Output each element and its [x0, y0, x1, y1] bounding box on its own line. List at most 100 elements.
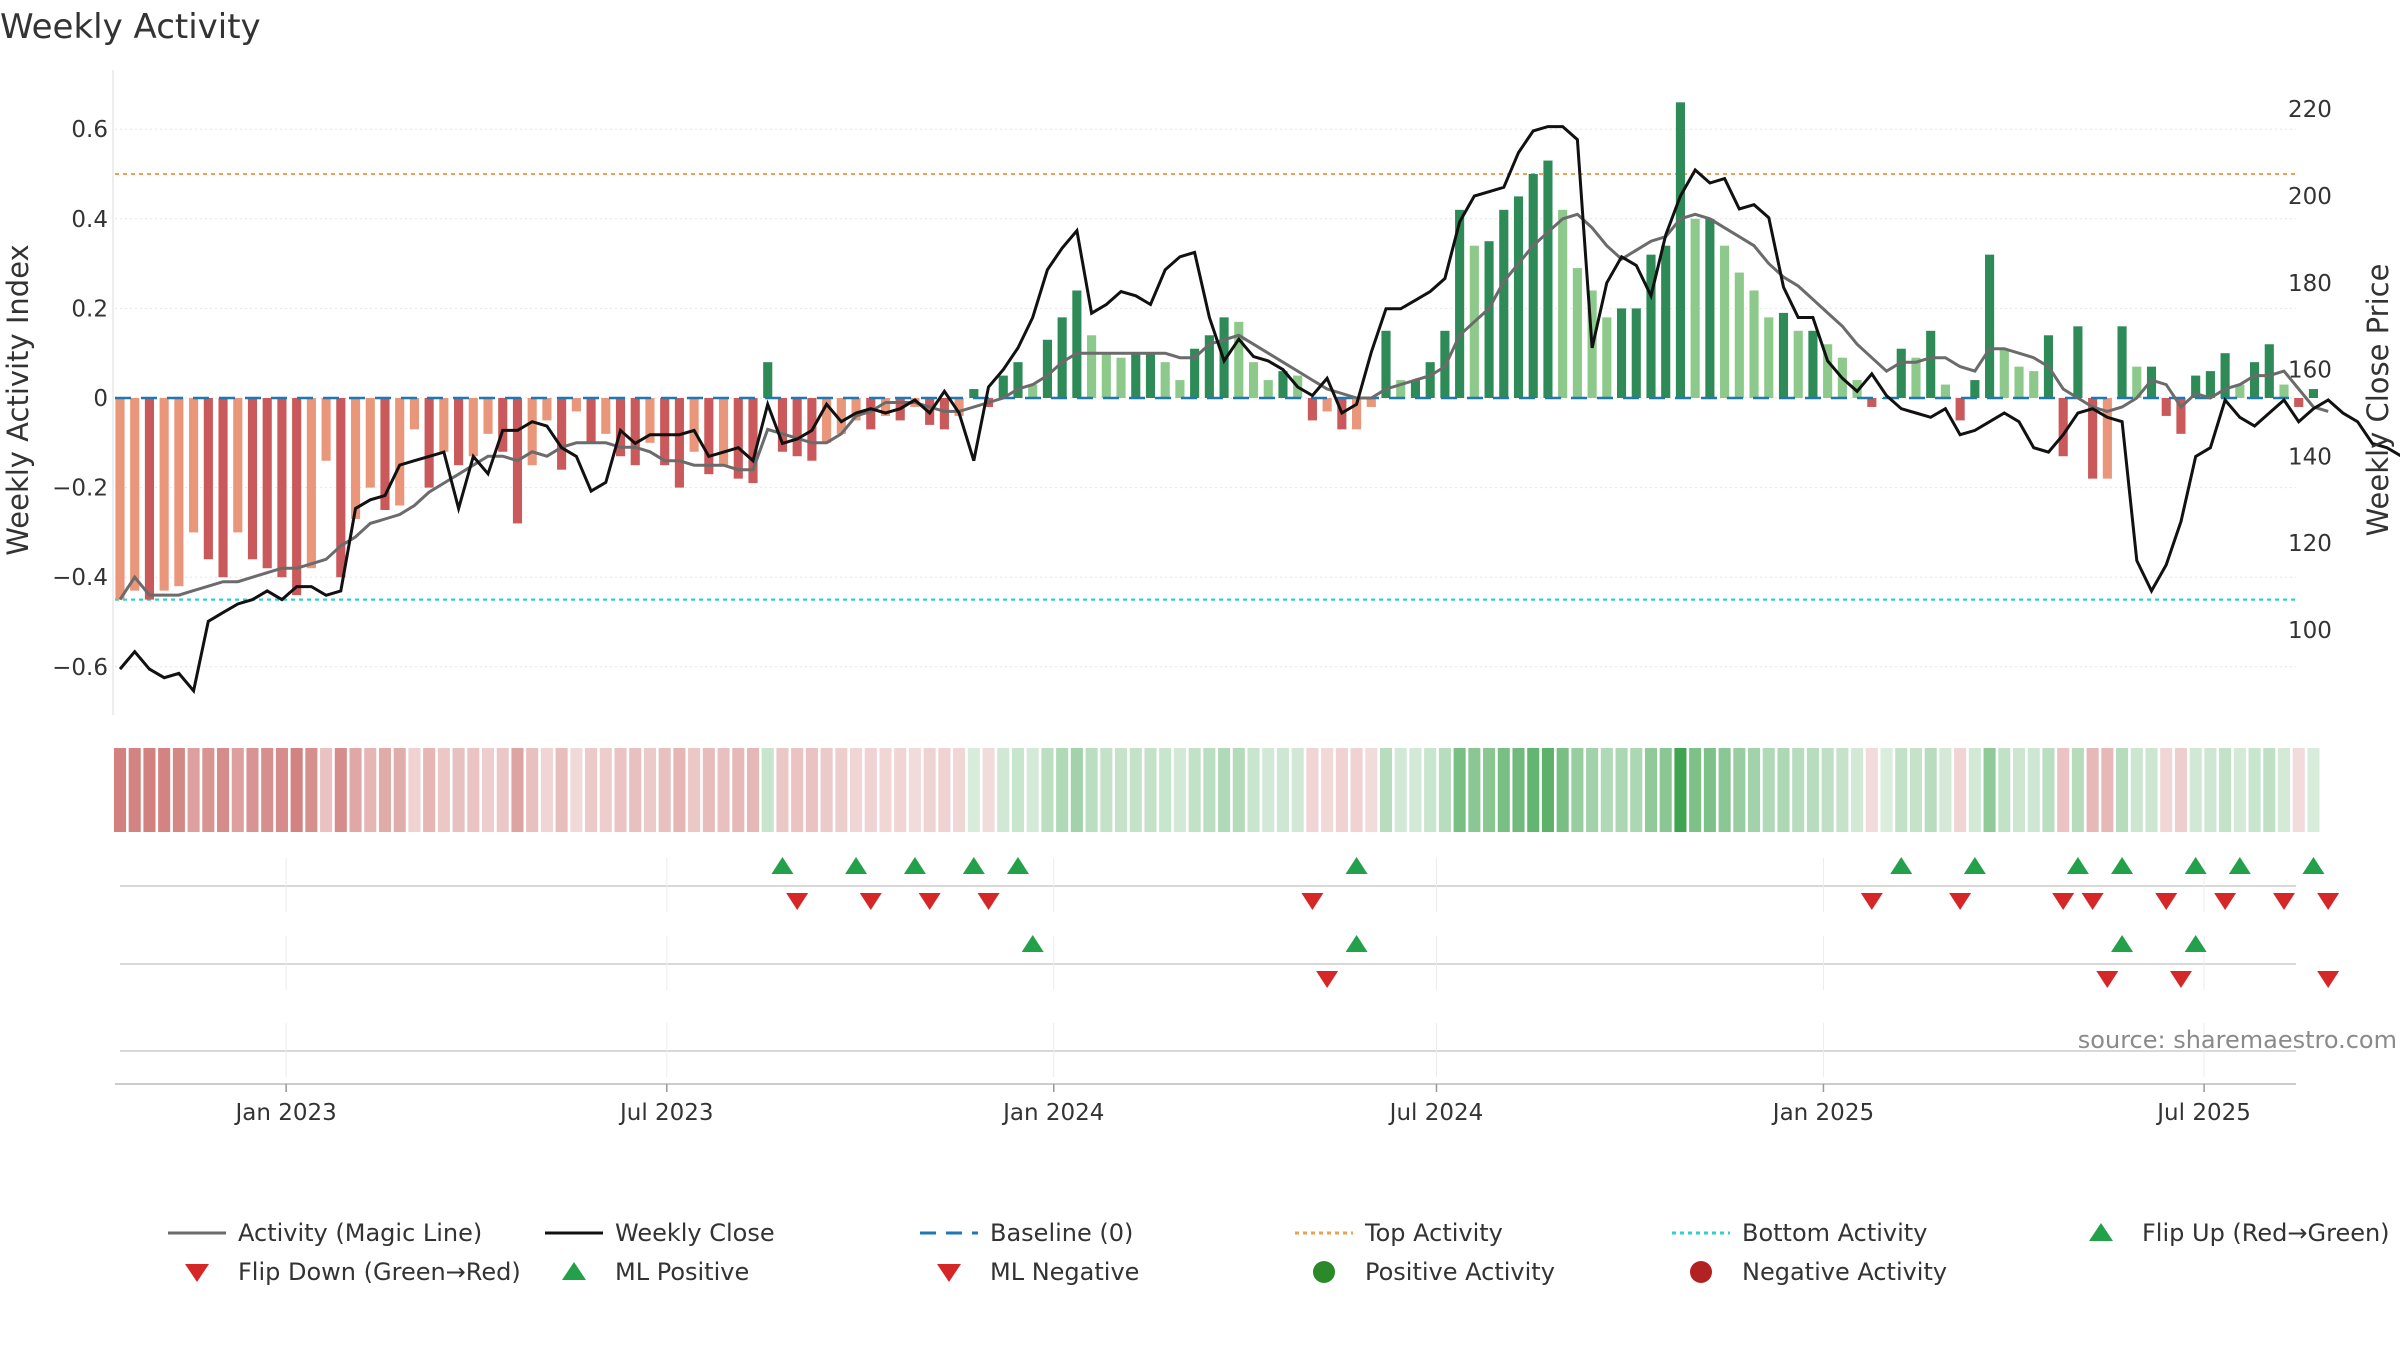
flip-down-marker — [859, 893, 882, 910]
weekly-close-line — [118, 125, 2400, 695]
heat-strip-cell — [378, 748, 392, 832]
heat-strip-cell — [172, 748, 185, 832]
heat-strip-cell — [1865, 748, 1878, 832]
activity-bar — [2308, 389, 2319, 398]
activity-bar — [350, 398, 361, 519]
flip-down-marker — [2096, 971, 2119, 988]
activity-bar — [615, 398, 626, 457]
activity-bar — [1778, 312, 1789, 398]
activity-bar — [292, 398, 302, 596]
heat-strip-cell — [1600, 748, 1613, 832]
legend-swatch — [185, 1264, 209, 1282]
series-lines — [115, 125, 2400, 695]
flip-down-marker — [1316, 971, 1339, 988]
heat-strip-cell — [1321, 748, 1334, 832]
signal-rows — [120, 857, 2340, 1077]
activity-bar — [247, 398, 258, 560]
y-right-tick-label: 220 — [2288, 97, 2332, 123]
heat-strip-cell — [1056, 748, 1069, 832]
heat-strip-cell — [1026, 748, 1039, 832]
activity-bar — [189, 398, 199, 533]
activity-bar — [1999, 348, 2009, 398]
legend-item: Top Activity — [1295, 1219, 1503, 1247]
flip-up-marker — [1890, 857, 1913, 874]
legend-item: Positive Activity — [1313, 1258, 1555, 1286]
y-axis-right: 220 200 180 160 140 120 100 — [2288, 97, 2332, 644]
heat-strip-cell — [1615, 748, 1628, 832]
activity-bar — [1926, 330, 1936, 398]
flip-down-marker — [977, 893, 1000, 910]
legend-label: Baseline (0) — [990, 1219, 1133, 1247]
legend-item: Activity (Magic Line) — [168, 1219, 482, 1247]
heat-strip-cell — [143, 748, 156, 832]
y-axis-left: 0.6 0.4 0.2 0 −0.2 −0.4 −0.6 — [52, 117, 108, 681]
activity-bar — [1484, 241, 1494, 398]
activity-bar — [704, 398, 714, 475]
activity-bar — [218, 398, 228, 578]
flip-down-marker — [2155, 893, 2178, 910]
heat-strip-cell — [599, 748, 612, 832]
heat-strip-cell — [1718, 748, 1731, 832]
legend-label: Negative Activity — [1742, 1258, 1947, 1286]
flip-down-marker — [1301, 893, 1324, 910]
heat-strip-cell — [1247, 748, 1260, 832]
legend-item: Flip Up (Red→Green) — [2089, 1219, 2390, 1247]
activity-bar — [1970, 380, 1980, 398]
heat-strip-cell — [1350, 748, 1363, 832]
activity-bar — [1396, 380, 1406, 398]
legend-label: Flip Up (Red→Green) — [2142, 1219, 2390, 1247]
activity-bar — [454, 398, 464, 466]
activity-bar — [2191, 375, 2201, 398]
heat-strip-cell — [452, 748, 465, 832]
flip-up-marker — [1021, 935, 1044, 952]
heat-strip-cell — [1262, 748, 1275, 832]
activity-bar — [1720, 245, 1730, 398]
heat-strip-cell — [2101, 748, 2114, 832]
heat-strip-cell — [850, 748, 863, 832]
activity-bar — [1160, 362, 1170, 398]
heat-strip-cell — [496, 748, 509, 832]
activity-bar — [1278, 371, 1288, 398]
activity-bar — [2294, 398, 2304, 407]
activity-bar — [1410, 380, 1421, 398]
heat-strip-cell — [305, 748, 318, 832]
heat-strip-cell — [2292, 748, 2305, 832]
activity-bar — [660, 398, 670, 466]
activity-heat-strip — [113, 748, 2320, 832]
heat-strip-cell — [2116, 748, 2129, 832]
heat-strip-cell — [511, 748, 524, 832]
activity-bar — [2161, 398, 2171, 416]
activity-bar — [954, 398, 964, 416]
heat-strip-cell — [1556, 748, 1569, 832]
heat-strip-cell — [805, 748, 818, 832]
chart-title: Weekly Activity — [0, 7, 261, 47]
y-left-tick-label: −0.6 — [52, 655, 108, 681]
heat-strip-cell — [2012, 748, 2026, 832]
heat-strip-cell — [1453, 748, 1466, 832]
activity-bar — [851, 398, 861, 421]
heat-strip-cell — [1674, 748, 1687, 832]
activity-bar — [1734, 272, 1744, 398]
activity-bar — [557, 398, 567, 470]
activity-bar — [792, 398, 802, 457]
flip-down-marker — [2273, 893, 2295, 910]
activity-bar — [483, 398, 493, 434]
heat-strip-cell — [1173, 748, 1186, 832]
y-left-tick-label: 0.2 — [71, 296, 108, 322]
activity-bar — [601, 398, 611, 434]
heat-strip-cell — [1100, 748, 1113, 832]
flip-up-marker — [903, 857, 926, 874]
heat-strip-cell — [1689, 748, 1702, 832]
activity-bar — [1705, 218, 1715, 398]
activity-bar — [674, 398, 684, 488]
heat-strip-cell — [2057, 748, 2070, 832]
activity-bar — [1072, 290, 1082, 398]
heat-strip-cell — [2189, 748, 2202, 832]
activity-bar — [365, 398, 375, 488]
y-right-tick-label: 140 — [2288, 444, 2332, 470]
reference-lines — [115, 173, 2296, 601]
activity-bar — [969, 389, 979, 398]
activity-bar — [880, 398, 891, 416]
legend-label: Bottom Activity — [1742, 1219, 1927, 1247]
